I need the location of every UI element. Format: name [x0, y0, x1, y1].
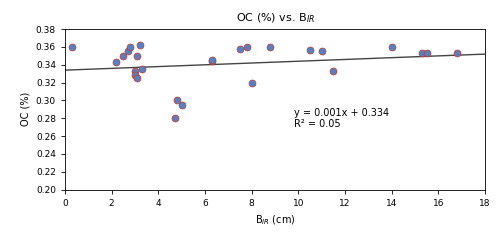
Text: y = 0.001x + 0.334
R² = 0.05: y = 0.001x + 0.334 R² = 0.05 — [294, 108, 389, 129]
Point — [131, 69, 139, 73]
Point — [330, 69, 338, 73]
Point — [120, 54, 128, 58]
Point — [236, 47, 244, 51]
Point — [131, 74, 139, 78]
Point — [68, 45, 76, 49]
Point — [248, 81, 256, 85]
Point — [453, 51, 461, 55]
Point — [138, 67, 146, 71]
Point — [318, 50, 326, 53]
Point — [422, 51, 430, 55]
Point — [112, 60, 120, 64]
Point — [126, 45, 134, 49]
Point — [306, 48, 314, 52]
Point — [266, 45, 274, 49]
Point — [134, 54, 141, 58]
Point — [124, 50, 132, 53]
Point — [418, 51, 426, 55]
X-axis label: B$_{IR}$ (cm): B$_{IR}$ (cm) — [254, 213, 296, 227]
Point — [208, 58, 216, 62]
Point — [136, 43, 143, 47]
Point — [178, 103, 186, 107]
Point — [170, 116, 178, 120]
Title: OC (%) vs. B$_{IR}$: OC (%) vs. B$_{IR}$ — [236, 11, 314, 25]
Point — [388, 45, 396, 49]
Point — [134, 76, 141, 80]
Point — [243, 45, 251, 49]
Point — [173, 98, 181, 102]
Point — [208, 59, 216, 63]
Y-axis label: OC (%): OC (%) — [20, 92, 30, 126]
